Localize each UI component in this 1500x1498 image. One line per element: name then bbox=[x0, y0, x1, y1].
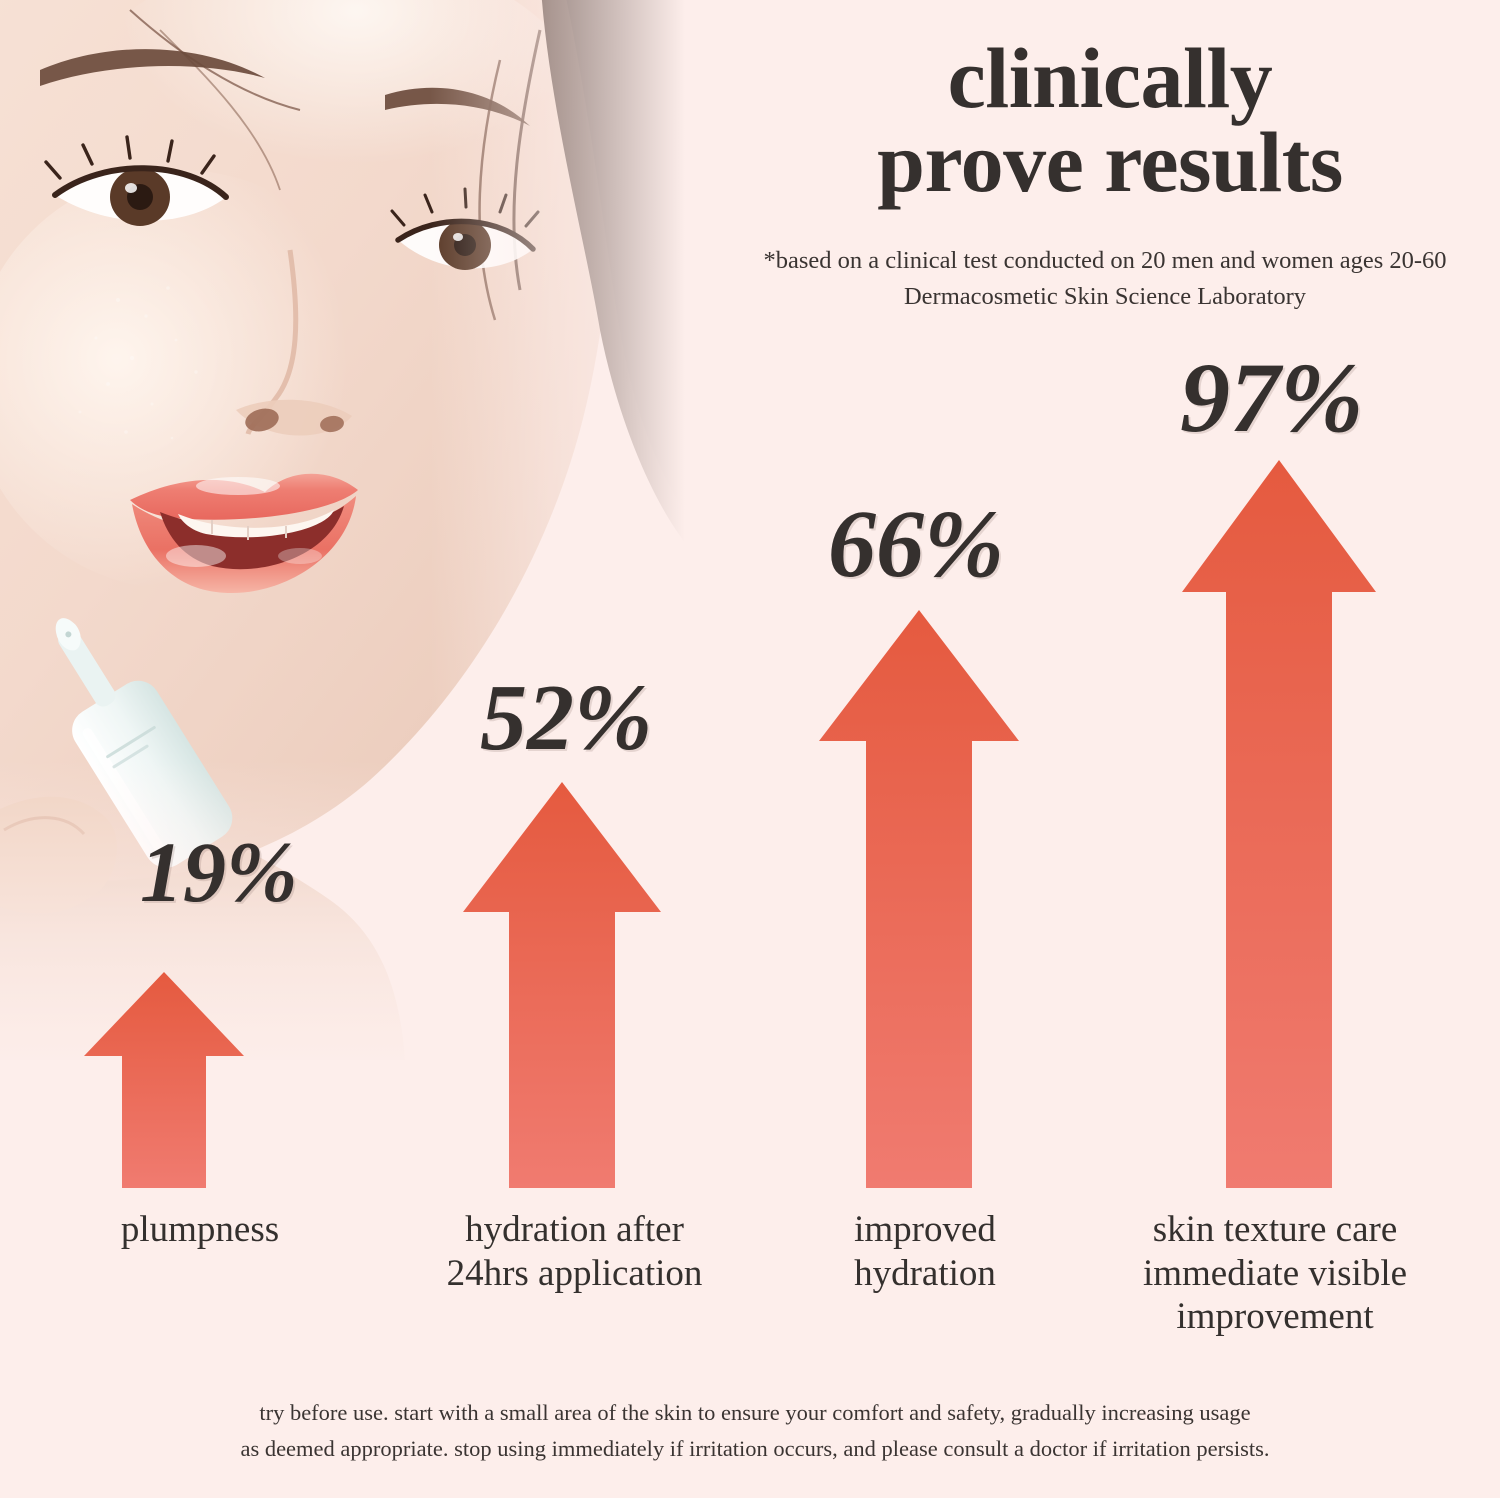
value-label-plumpness: 19% bbox=[140, 824, 298, 920]
value-label-skin-texture: 97% bbox=[1180, 342, 1364, 453]
disclaimer-line-1: try before use. start with a small area … bbox=[259, 1400, 1251, 1425]
category-label-plumpness: plumpness bbox=[120, 1209, 280, 1250]
bar-arrow-skin-texture bbox=[1182, 460, 1376, 1188]
category-label-improved-hydration: improved hydration bbox=[854, 1209, 996, 1294]
clinical-test-note: *based on a clinical test conducted on 2… bbox=[763, 247, 1447, 310]
category-label-hydration-24hrs: hydration after 24hrs application bbox=[446, 1209, 703, 1294]
usage-disclaimer: try before use. start with a small area … bbox=[95, 1395, 1415, 1467]
category-label-skin-texture: skin texture care immediate visible impr… bbox=[1142, 1209, 1408, 1338]
bar-arrow-hydration-24hrs bbox=[463, 782, 661, 1188]
value-label-hydration-24hrs: 52% bbox=[480, 666, 653, 770]
bar-arrow-plumpness bbox=[84, 972, 244, 1188]
disclaimer-line-2: as deemed appropriate. stop using immedi… bbox=[240, 1436, 1270, 1461]
value-label-improved-hydration: 66% bbox=[828, 490, 1004, 597]
title-line-1: clinically bbox=[947, 30, 1273, 126]
page-title: clinically prove results bbox=[760, 35, 1460, 211]
title-line-2: prove results bbox=[877, 114, 1343, 211]
bar-arrow-improved-hydration bbox=[819, 610, 1019, 1188]
